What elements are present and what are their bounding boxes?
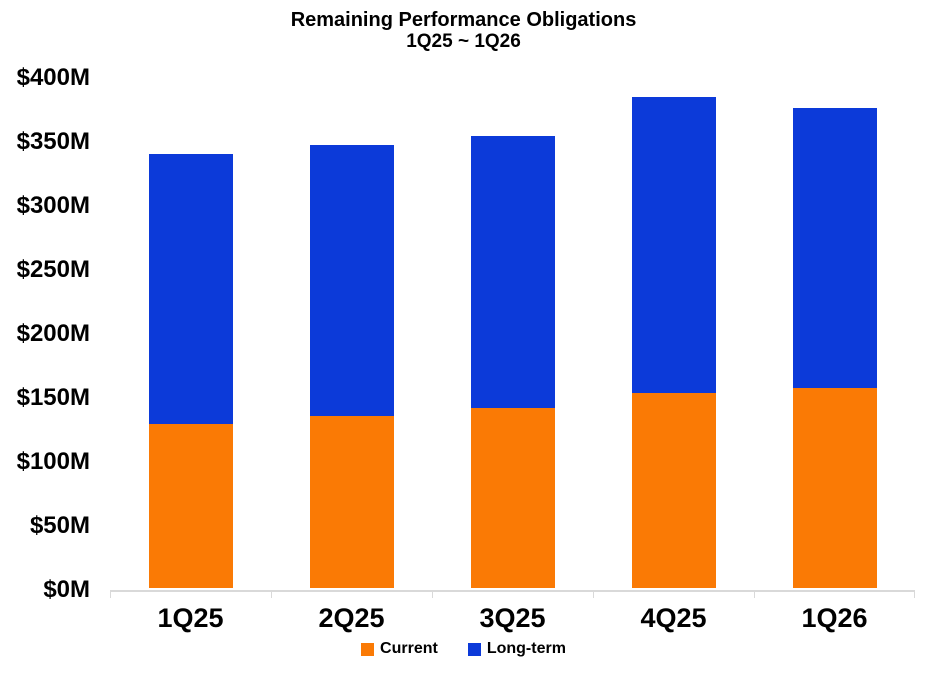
chart-subtitle: 1Q25 ~ 1Q26 <box>406 31 521 52</box>
x-axis-tick <box>432 590 433 598</box>
bar-segment-long-term-4Q25 <box>631 96 716 394</box>
x-axis-tick <box>271 590 272 598</box>
bar-segment-long-term-1Q25 <box>148 154 233 425</box>
y-axis-tick-label: $100M <box>16 448 90 475</box>
legend-label: Current <box>380 640 438 657</box>
bar-segment-long-term-3Q25 <box>470 136 555 408</box>
bar-segment-current-3Q25 <box>470 407 555 588</box>
legend-swatch-icon <box>467 642 481 656</box>
x-axis-label-1Q26: 1Q26 <box>801 603 868 633</box>
legend-item-long-term: Long-term <box>467 640 566 657</box>
y-axis-tick-label: $50M <box>29 512 90 539</box>
legend-label: Long-term <box>486 640 566 657</box>
x-axis-label-4Q25: 4Q25 <box>640 603 707 633</box>
bar-stack-1Q25 <box>148 154 233 588</box>
x-axis-tick <box>914 590 915 598</box>
y-axis-tick-label: $200M <box>16 320 90 347</box>
plot-area: 1Q25 2Q25 3Q25 4Q25 1Q26 <box>110 78 915 633</box>
x-axis-tick <box>754 590 755 598</box>
legend: Current Long-term <box>0 641 927 657</box>
bar-segment-current-1Q26 <box>792 388 877 588</box>
x-axis-label-3Q25: 3Q25 <box>479 603 546 633</box>
x-axis-tick <box>593 590 594 598</box>
bar-segment-current-4Q25 <box>631 393 716 588</box>
legend-swatch-icon <box>361 642 375 656</box>
x-axis-label-2Q25: 2Q25 <box>318 603 385 633</box>
y-axis-tick-label: $250M <box>16 256 90 283</box>
y-axis-tick-label: $300M <box>16 192 90 219</box>
x-axis-line <box>110 590 915 592</box>
y-axis-tick-label: $350M <box>16 128 90 155</box>
bar-stack-2Q25 <box>309 145 394 588</box>
bar-segment-current-2Q25 <box>309 416 394 588</box>
bar-segment-current-1Q25 <box>148 424 233 588</box>
x-axis-tick <box>110 590 111 598</box>
bar-segment-long-term-2Q25 <box>309 145 394 417</box>
bar-stack-3Q25 <box>470 136 555 588</box>
legend-item-current: Current <box>361 641 438 657</box>
y-axis-tick-label: $400M <box>16 64 90 91</box>
chart-title: Remaining Performance Obligations <box>290 9 637 31</box>
y-axis-tick-label: $150M <box>16 384 90 411</box>
x-axis-label-1Q25: 1Q25 <box>157 603 224 633</box>
bar-segment-long-term-1Q26 <box>792 108 877 389</box>
y-axis-tick-label: $0M <box>43 576 90 603</box>
bar-stack-1Q26 <box>792 108 877 588</box>
bar-stack-4Q25 <box>631 96 716 588</box>
